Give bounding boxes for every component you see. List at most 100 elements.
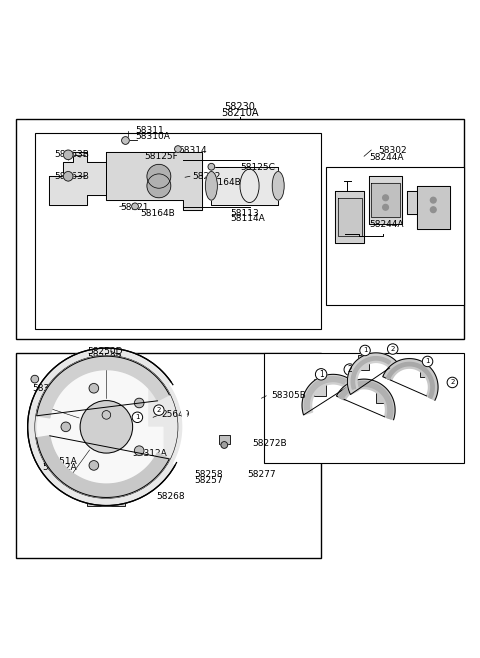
Circle shape [89, 384, 98, 393]
FancyBboxPatch shape [16, 353, 321, 558]
Text: 58252A: 58252A [42, 463, 77, 472]
Text: 2: 2 [391, 346, 395, 352]
Text: 58302: 58302 [378, 145, 407, 155]
FancyBboxPatch shape [264, 353, 464, 463]
Circle shape [383, 195, 388, 201]
FancyBboxPatch shape [376, 389, 385, 403]
Text: 1: 1 [425, 359, 430, 365]
Polygon shape [351, 357, 391, 389]
Polygon shape [336, 191, 364, 243]
Polygon shape [386, 363, 434, 399]
Text: 1: 1 [319, 370, 324, 379]
Text: 1: 1 [363, 347, 367, 353]
Polygon shape [407, 191, 417, 215]
Circle shape [121, 137, 129, 144]
FancyBboxPatch shape [16, 119, 464, 339]
Text: 58311: 58311 [135, 126, 164, 136]
Circle shape [431, 207, 436, 213]
Text: 2: 2 [450, 380, 455, 386]
Circle shape [89, 461, 98, 470]
Text: 58210A: 58210A [221, 109, 259, 118]
Circle shape [175, 145, 181, 153]
Polygon shape [338, 198, 362, 236]
Text: 58163B: 58163B [54, 150, 89, 159]
Circle shape [31, 375, 38, 383]
Circle shape [431, 197, 436, 203]
Circle shape [344, 364, 356, 375]
Circle shape [447, 377, 457, 388]
FancyBboxPatch shape [326, 166, 464, 305]
Text: 58125F: 58125F [144, 152, 178, 161]
Circle shape [147, 164, 171, 188]
FancyBboxPatch shape [92, 473, 120, 482]
Circle shape [387, 343, 398, 354]
Polygon shape [36, 356, 169, 418]
Text: 2: 2 [348, 365, 352, 374]
Circle shape [422, 356, 433, 367]
Text: 58323: 58323 [33, 384, 61, 393]
Circle shape [221, 442, 228, 448]
Text: 58251A: 58251A [42, 457, 77, 466]
Text: 58272B: 58272B [252, 439, 287, 448]
Circle shape [132, 412, 143, 422]
FancyBboxPatch shape [95, 371, 118, 382]
Text: 58277: 58277 [247, 470, 276, 479]
Polygon shape [107, 153, 202, 210]
Text: 58125C: 58125C [240, 163, 275, 172]
Polygon shape [338, 382, 393, 419]
Polygon shape [369, 176, 402, 224]
Circle shape [208, 163, 215, 170]
FancyBboxPatch shape [420, 365, 429, 377]
Text: 58310A: 58310A [135, 132, 170, 141]
Text: 58250D: 58250D [87, 347, 123, 356]
Text: 58257: 58257 [195, 476, 223, 485]
Circle shape [61, 422, 71, 432]
Text: 1: 1 [135, 415, 140, 420]
Polygon shape [417, 186, 450, 229]
Text: 58230: 58230 [225, 102, 255, 112]
Circle shape [63, 150, 73, 160]
Circle shape [28, 348, 185, 505]
Text: 58258: 58258 [195, 470, 223, 479]
FancyBboxPatch shape [218, 435, 230, 443]
Text: 58244A: 58244A [369, 220, 403, 228]
FancyBboxPatch shape [35, 134, 321, 329]
Polygon shape [36, 436, 169, 497]
Polygon shape [211, 166, 278, 205]
Circle shape [383, 205, 388, 210]
Text: 58314: 58314 [178, 145, 206, 155]
Polygon shape [49, 153, 107, 205]
Circle shape [63, 172, 73, 181]
Text: 58222: 58222 [192, 172, 221, 181]
Text: 58164B: 58164B [206, 178, 241, 186]
Text: 58268: 58268 [156, 492, 185, 501]
FancyBboxPatch shape [314, 379, 326, 396]
Text: 58244A: 58244A [369, 153, 403, 162]
Text: 58113: 58113 [230, 209, 259, 218]
Circle shape [80, 401, 132, 453]
Ellipse shape [272, 172, 284, 200]
Polygon shape [302, 374, 351, 415]
Text: 25649: 25649 [161, 411, 190, 419]
Circle shape [315, 368, 327, 380]
Polygon shape [383, 359, 438, 400]
Polygon shape [371, 184, 400, 217]
Text: 58221: 58221 [120, 203, 149, 212]
Text: 58114A: 58114A [230, 215, 265, 223]
Polygon shape [304, 377, 346, 410]
Text: 58164B: 58164B [140, 209, 175, 218]
Circle shape [132, 203, 138, 210]
Text: 2: 2 [156, 407, 161, 413]
Circle shape [102, 411, 111, 419]
Text: 58250R: 58250R [87, 353, 122, 362]
Circle shape [360, 345, 370, 356]
FancyBboxPatch shape [359, 355, 369, 370]
Circle shape [147, 174, 171, 198]
Polygon shape [348, 353, 396, 395]
Circle shape [154, 405, 164, 415]
FancyBboxPatch shape [87, 494, 125, 505]
Text: 58312A: 58312A [132, 449, 168, 457]
Polygon shape [336, 379, 395, 420]
Text: 58163B: 58163B [54, 172, 89, 181]
Ellipse shape [205, 172, 217, 200]
